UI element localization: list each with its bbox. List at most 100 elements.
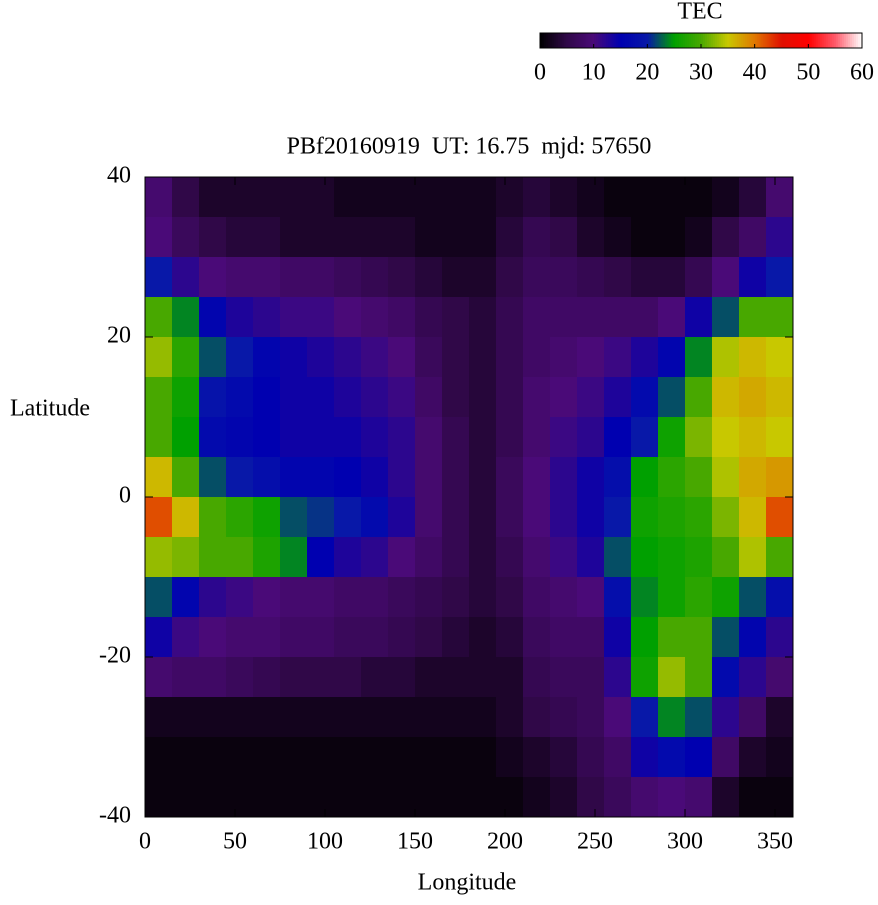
heat-cell bbox=[766, 417, 794, 458]
colorbar-label: TEC bbox=[677, 0, 722, 25]
heat-cell bbox=[685, 457, 713, 498]
heat-cell bbox=[172, 737, 200, 778]
heat-cell bbox=[739, 257, 767, 298]
colorbar-segment bbox=[650, 33, 654, 48]
colorbar-segment bbox=[741, 33, 744, 48]
heat-cell bbox=[604, 457, 632, 498]
colorbar-segment bbox=[648, 33, 652, 48]
colorbar-segment bbox=[731, 33, 734, 48]
heat-cell bbox=[604, 177, 632, 218]
colorbar-segment bbox=[626, 33, 630, 48]
heat-cell bbox=[253, 417, 281, 458]
heat-cell bbox=[334, 337, 362, 378]
colorbar-segment bbox=[813, 33, 817, 48]
colorbar-segment bbox=[614, 33, 617, 48]
colorbar-segment bbox=[658, 33, 662, 48]
heat-cell bbox=[631, 457, 659, 498]
heat-cell bbox=[550, 737, 578, 778]
x-tick-label: 0 bbox=[139, 829, 151, 855]
heat-cell bbox=[280, 497, 308, 538]
heat-cell bbox=[172, 777, 200, 818]
heat-cell bbox=[442, 297, 470, 338]
heat-cell bbox=[280, 297, 308, 338]
colorbar-segment bbox=[753, 33, 756, 48]
colorbar-segment bbox=[847, 33, 851, 48]
heat-cell bbox=[658, 337, 686, 378]
heat-cell bbox=[469, 737, 497, 778]
colorbar-segment bbox=[684, 33, 688, 48]
heat-cell bbox=[523, 257, 551, 298]
colorbar-segment bbox=[849, 33, 853, 48]
colorbar-segment bbox=[725, 33, 728, 48]
heat-cell bbox=[388, 217, 416, 258]
colorbar-segment bbox=[544, 33, 547, 48]
heat-cell bbox=[469, 217, 497, 258]
heat-cell bbox=[226, 417, 254, 458]
colorbar-segment bbox=[562, 33, 565, 48]
colorbar-segment bbox=[542, 33, 545, 48]
heat-cell bbox=[739, 217, 767, 258]
colorbar-tick-label: 10 bbox=[582, 60, 606, 86]
colorbar-segment bbox=[845, 33, 849, 48]
heat-cell bbox=[307, 577, 335, 618]
heat-cell bbox=[577, 297, 605, 338]
colorbar-segment bbox=[791, 33, 795, 48]
colorbar-segment bbox=[783, 33, 787, 48]
colorbar-segment bbox=[811, 33, 815, 48]
heat-cell bbox=[361, 257, 389, 298]
heat-cell bbox=[361, 697, 389, 738]
colorbar-segment bbox=[578, 33, 581, 48]
heat-cell bbox=[496, 577, 524, 618]
heat-cell bbox=[658, 177, 686, 218]
heat-cell bbox=[604, 217, 632, 258]
heat-cell bbox=[523, 777, 551, 818]
colorbar-segment bbox=[634, 33, 638, 48]
heat-cell bbox=[577, 577, 605, 618]
heat-cell bbox=[253, 777, 281, 818]
colorbar-segment bbox=[711, 33, 714, 48]
heat-cell bbox=[496, 297, 524, 338]
heat-cell bbox=[145, 257, 173, 298]
colorbar-segment bbox=[743, 33, 746, 48]
heat-cell bbox=[280, 457, 308, 498]
heat-cell bbox=[712, 617, 740, 658]
heat-cell bbox=[712, 777, 740, 818]
colorbar-segment bbox=[610, 33, 613, 48]
heat-cell bbox=[523, 457, 551, 498]
heat-cell bbox=[172, 457, 200, 498]
heat-cell bbox=[388, 257, 416, 298]
heat-cell bbox=[496, 337, 524, 378]
heat-cell bbox=[442, 217, 470, 258]
colorbar-segment bbox=[839, 33, 843, 48]
y-tick-label: -20 bbox=[99, 643, 131, 669]
heat-cell bbox=[496, 217, 524, 258]
colorbar-segment bbox=[588, 33, 591, 48]
heat-cell bbox=[226, 257, 254, 298]
colorbar-segment bbox=[546, 33, 549, 48]
heat-cell bbox=[172, 617, 200, 658]
colorbar-segment bbox=[751, 33, 754, 48]
colorbar-segment bbox=[829, 33, 833, 48]
heat-cell bbox=[442, 657, 470, 698]
colorbar-segment bbox=[799, 33, 803, 48]
heat-cell bbox=[334, 577, 362, 618]
heat-cell bbox=[388, 457, 416, 498]
heat-cell bbox=[631, 497, 659, 538]
colorbar-segment bbox=[672, 33, 676, 48]
heat-cell bbox=[577, 457, 605, 498]
heat-cell bbox=[631, 337, 659, 378]
heat-cell bbox=[523, 657, 551, 698]
heat-cell bbox=[685, 697, 713, 738]
heat-cell bbox=[631, 577, 659, 618]
colorbar-segment bbox=[727, 33, 730, 48]
heat-cell bbox=[415, 737, 443, 778]
heat-cell bbox=[496, 377, 524, 418]
heat-cell bbox=[658, 737, 686, 778]
colorbar-tick-label: 40 bbox=[743, 60, 767, 86]
heat-cell bbox=[550, 417, 578, 458]
heat-cell bbox=[523, 577, 551, 618]
colorbar-segment bbox=[656, 33, 660, 48]
heat-cell bbox=[280, 377, 308, 418]
colorbar-segment bbox=[564, 33, 567, 48]
heat-cell bbox=[685, 777, 713, 818]
